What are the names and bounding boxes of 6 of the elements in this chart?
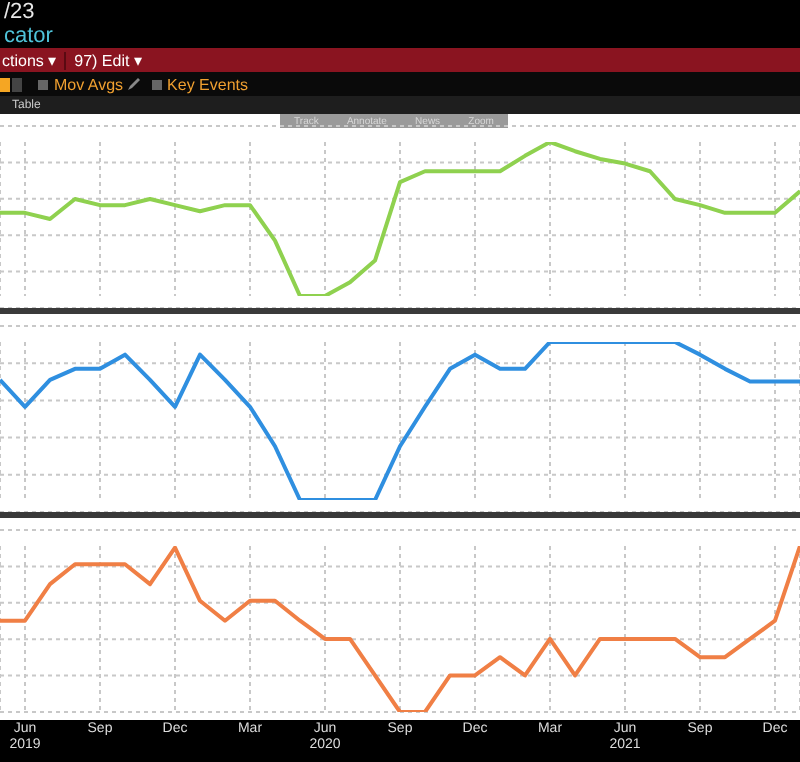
text: 97) Edit ▾ bbox=[74, 51, 142, 69]
text: Mov Avgs bbox=[54, 75, 124, 93]
text: Key Events bbox=[167, 75, 249, 93]
chart-subtitle: cator bbox=[4, 24, 53, 48]
text: ctions ▾ bbox=[2, 51, 67, 69]
chart-title: /23 bbox=[4, 0, 35, 24]
